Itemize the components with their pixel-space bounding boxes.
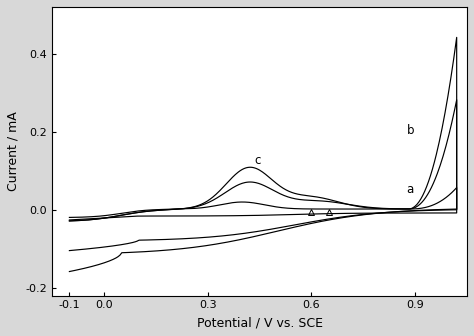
X-axis label: Potential / V vs. SCE: Potential / V vs. SCE [197, 316, 323, 329]
Text: c: c [255, 154, 261, 167]
Text: a: a [407, 183, 414, 197]
Text: b: b [407, 124, 414, 137]
Y-axis label: Current / mA: Current / mA [7, 112, 20, 191]
